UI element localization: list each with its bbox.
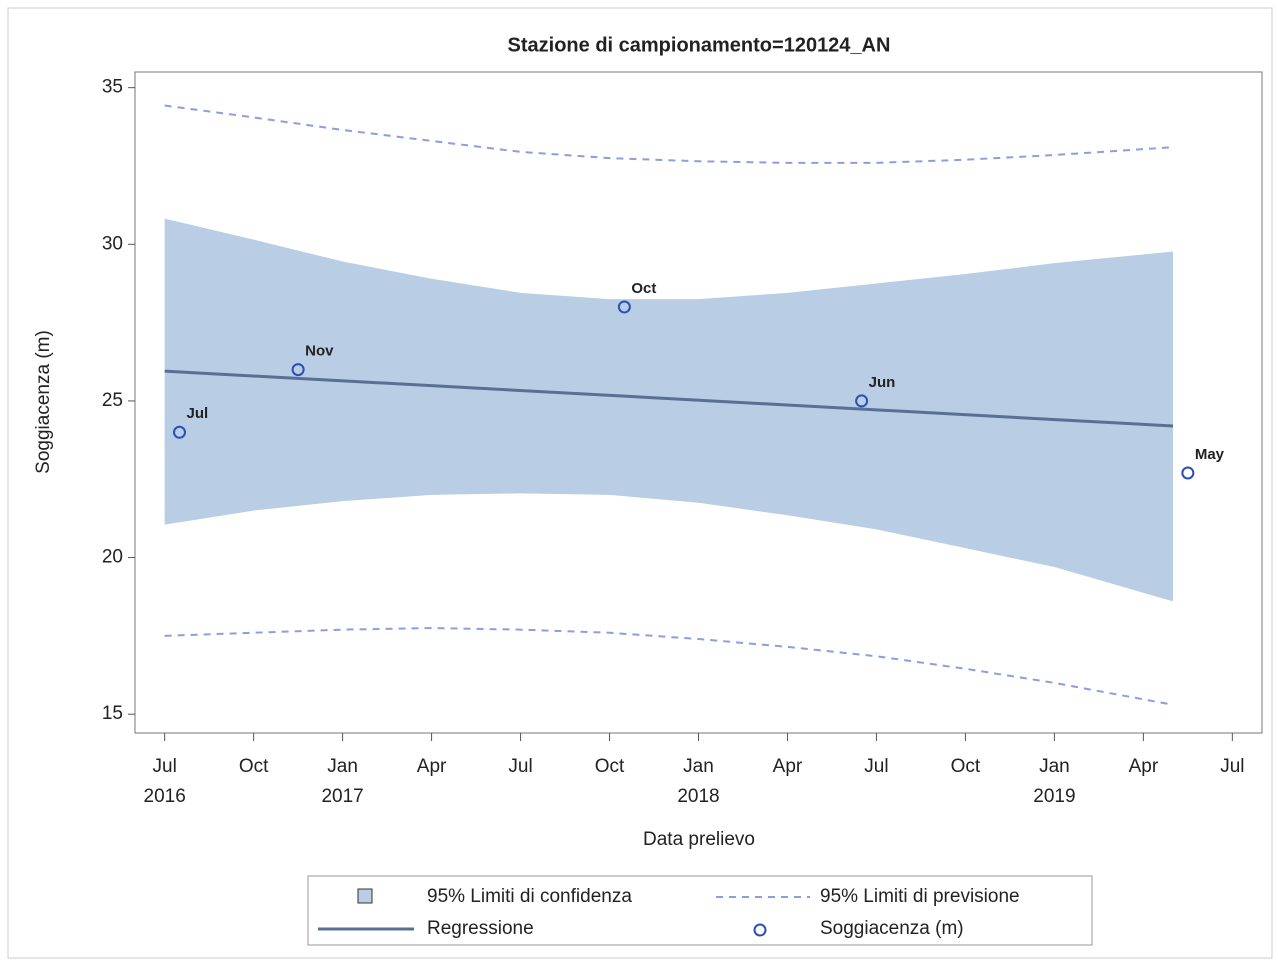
prediction-limit [164,627,1174,706]
legend-swatch [753,923,767,937]
legend-box [307,875,1093,946]
x-year-label: 2017 [321,786,363,807]
x-tick-label: Apr [417,756,447,777]
legend-swatch [357,888,373,904]
x-tick-label: Jan [327,756,358,777]
y-axis-label: Soggiacenza (m) [33,330,54,474]
outer-border [7,7,1273,959]
legend-label: 95% Limiti di previsione [820,886,1020,907]
point-label: Jun [869,374,896,391]
point-label: Nov [305,343,334,360]
x-tick-label: Jan [1039,756,1070,777]
point-label: Oct [631,280,656,297]
legend-label: Regressione [427,918,534,939]
x-tick-label: Jul [153,756,177,777]
x-axis-label: Data prelievo [643,829,755,850]
x-year-label: 2018 [677,786,719,807]
x-tick-label: Jul [1220,756,1244,777]
data-point [291,363,305,377]
point-label: May [1195,446,1225,463]
data-point [855,394,869,408]
y-tick-label: 25 [102,390,123,411]
x-tick-label: Oct [239,756,269,777]
point-label: Jul [186,405,208,422]
x-tick-label: Jul [864,756,888,777]
x-tick-label: Jul [508,756,532,777]
y-tick-label: 15 [102,703,123,724]
y-tick-label: 35 [102,77,123,98]
legend-label: 95% Limiti di confidenza [427,886,632,907]
x-tick-label: Oct [951,756,981,777]
data-point [617,300,631,314]
x-tick-label: Apr [773,756,803,777]
regression-line [164,369,1174,428]
data-point [1181,466,1195,480]
chart-title: Stazione di campionamento=120124_AN [508,34,891,56]
data-point [172,425,186,439]
y-tick-label: 30 [102,233,123,254]
prediction-limit [164,104,1174,164]
legend-label: Soggiacenza (m) [820,918,964,939]
y-tick-label: 20 [102,547,123,568]
x-year-label: 2019 [1033,786,1075,807]
x-year-label: 2016 [144,786,186,807]
x-tick-label: Oct [595,756,625,777]
x-tick-label: Jan [683,756,714,777]
confidence-band [164,218,1174,602]
x-tick-label: Apr [1129,756,1159,777]
